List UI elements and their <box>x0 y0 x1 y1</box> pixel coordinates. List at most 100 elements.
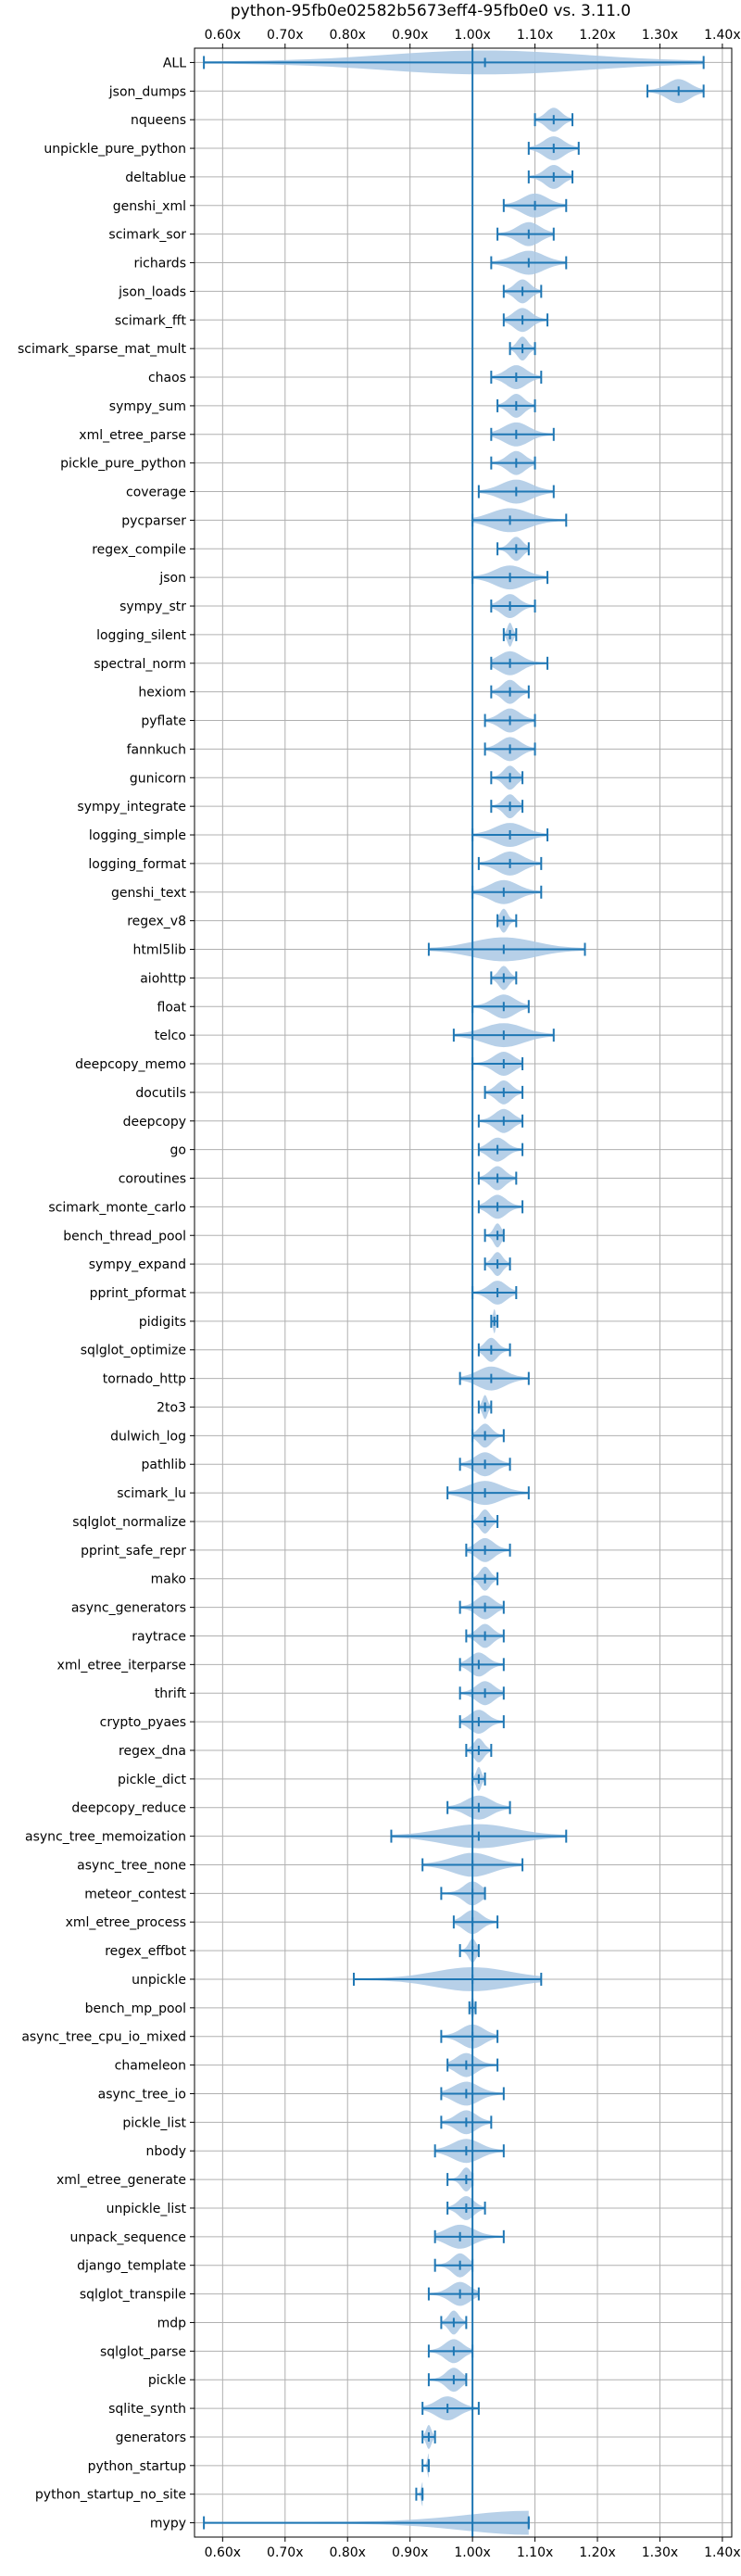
top-tick-label: 0.80x <box>329 28 365 43</box>
benchmark-label: gunicorn <box>130 771 186 786</box>
benchmark-label: async_generators <box>71 1601 186 1616</box>
benchmark-label: genshi_xml <box>113 199 186 214</box>
benchmark-label: deepcopy <box>123 1115 186 1130</box>
top-tick-label: 1.20x <box>579 28 615 43</box>
bottom-tick-label: 0.90x <box>392 2545 428 2560</box>
benchmark-label: crypto_pyaes <box>100 1715 186 1730</box>
benchmark-label: meteor_contest <box>84 1887 186 1901</box>
benchmark-label: float <box>157 1000 187 1015</box>
grid-lines <box>195 48 732 2537</box>
benchmark-label: deepcopy_memo <box>75 1057 186 1072</box>
benchmark-label: html5lib <box>133 943 187 958</box>
benchmark-label: coverage <box>126 486 186 500</box>
benchmark-label: pickle_dict <box>118 1773 187 1787</box>
benchmark-label: xml_etree_parse <box>79 428 186 443</box>
benchmark-label: logging_format <box>88 857 186 872</box>
top-tick-label: 1.00x <box>454 28 490 43</box>
benchmark-label: unpickle <box>132 1973 186 1988</box>
top-tick-label: 0.60x <box>205 28 241 43</box>
benchmark-label: scimark_monte_carlo <box>48 1200 186 1215</box>
benchmark-label: thrift <box>155 1686 187 1701</box>
top-tick-label: 0.70x <box>267 28 303 43</box>
benchmark-label: generators <box>116 2431 186 2445</box>
benchmark-label: logging_silent <box>96 628 186 643</box>
benchmark-label: sqlglot_transpile <box>80 2288 186 2303</box>
benchmark-label: pickle_list <box>122 2115 186 2130</box>
benchmark-label: sqlglot_parse <box>100 2344 186 2359</box>
benchmark-label: pprint_safe_repr <box>81 1544 186 1559</box>
benchmark-label: pickle <box>148 2373 186 2388</box>
bottom-tick-label: 1.20x <box>579 2545 615 2560</box>
benchmark-label: bench_mp_pool <box>85 2001 186 2016</box>
benchmark-label: scimark_sparse_mat_mult <box>18 342 186 357</box>
benchmark-label: async_tree_cpu_io_mixed <box>21 2030 186 2045</box>
benchmark-label: xml_etree_iterparse <box>57 1658 186 1673</box>
chart-title: python-95fb0e02582b5673eff4-95fb0e0 vs. … <box>231 2 631 20</box>
benchmark-label: chameleon <box>115 2059 186 2074</box>
benchmark-label: pathlib <box>142 1458 187 1472</box>
benchmark-label: sympy_expand <box>89 1257 186 1272</box>
benchmark-label: bench_thread_pool <box>63 1229 186 1244</box>
benchmark-label: sympy_sum <box>109 399 186 414</box>
benchmark-label: raytrace <box>132 1629 186 1644</box>
benchmark-label: mypy <box>150 2517 186 2532</box>
benchmark-label: regex_v8 <box>127 915 186 929</box>
benchmark-label: docutils <box>135 1086 186 1101</box>
benchmark-label: aiohttp <box>140 971 186 986</box>
benchmark-label: python_startup <box>88 2459 186 2474</box>
benchmark-label: json <box>158 571 186 586</box>
benchmark-label: sympy_str <box>119 600 186 614</box>
benchmark-label: mdp <box>157 2316 187 2330</box>
benchmark-label: unpickle_list <box>107 2202 187 2216</box>
top-tick-label: 1.30x <box>642 28 678 43</box>
benchmark-label: pickle_pure_python <box>60 457 186 472</box>
benchmark-label: json_dumps <box>108 84 186 99</box>
benchmark-label: regex_dna <box>119 1744 186 1759</box>
benchmark-label: telco <box>155 1029 186 1043</box>
benchmark-label: regex_effbot <box>105 1944 186 1959</box>
benchmark-label: async_tree_memoization <box>25 1830 186 1845</box>
benchmark-label: sqlglot_optimize <box>81 1344 186 1358</box>
benchmark-label: regex_compile <box>92 542 186 557</box>
benchmark-label: pyflate <box>141 714 186 729</box>
benchmark-label: chaos <box>148 371 186 385</box>
benchmark-label: richards <box>134 257 187 271</box>
benchmark-label: dulwich_log <box>110 1429 186 1444</box>
benchmark-label: unpack_sequence <box>70 2230 186 2245</box>
benchmark-label: scimark_sor <box>108 228 186 243</box>
benchmark-label: tornado_http <box>103 1372 186 1387</box>
plot-frame <box>194 47 733 2538</box>
benchmark-label: unpickle_pure_python <box>44 142 186 157</box>
benchmark-label: mako <box>151 1572 186 1587</box>
benchmark-label: pycparser <box>121 513 186 528</box>
benchmark-label: scimark_lu <box>117 1486 186 1501</box>
benchmark-label: json_loads <box>118 284 186 299</box>
bottom-tick-label: 1.10x <box>517 2545 553 2560</box>
benchmark-label: ALL <box>163 56 186 70</box>
benchmark-label: hexiom <box>138 686 186 701</box>
benchmark-label: xml_etree_generate <box>57 2173 186 2188</box>
benchmark-label: nqueens <box>131 113 186 128</box>
benchmark-label: sympy_integrate <box>77 800 186 814</box>
violins <box>203 50 705 2535</box>
benchmark-label: async_tree_io <box>98 2087 186 2102</box>
benchmark-label: scimark_fft <box>115 313 187 328</box>
bottom-tick-label: 0.70x <box>267 2545 303 2560</box>
bottom-tick-label: 1.30x <box>642 2545 678 2560</box>
benchmark-label: deltablue <box>125 170 186 185</box>
benchmark-label: deepcopy_reduce <box>71 1801 186 1816</box>
benchmark-label: go <box>170 1143 186 1158</box>
benchmark-label: fannkuch <box>127 742 186 757</box>
benchmark-label: sqlite_synth <box>108 2402 186 2417</box>
benchmark-label: async_tree_none <box>77 1858 186 1873</box>
benchmark-label: django_template <box>77 2259 186 2274</box>
benchmark-label: nbody <box>146 2144 187 2159</box>
top-tick-label: 1.40x <box>704 28 740 43</box>
bottom-tick-label: 0.80x <box>329 2545 365 2560</box>
bottom-tick-label: 1.00x <box>454 2545 490 2560</box>
benchmark-label: sqlglot_normalize <box>72 1515 186 1530</box>
bottom-tick-label: 0.60x <box>205 2545 241 2560</box>
benchmark-label: pprint_pformat <box>90 1286 187 1301</box>
